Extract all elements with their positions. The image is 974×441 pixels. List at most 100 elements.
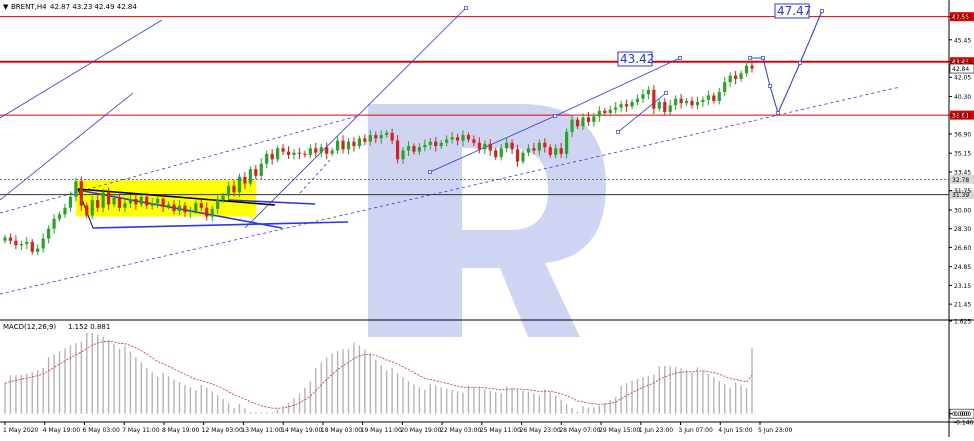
candle-body bbox=[684, 100, 689, 104]
candle-body bbox=[717, 92, 721, 101]
svg-text:42.84: 42.84 bbox=[952, 66, 969, 73]
candle-body bbox=[286, 151, 291, 155]
candle-body bbox=[548, 147, 552, 155]
candle-body bbox=[537, 142, 541, 151]
time-tick-label: 4 Jun 15:00 bbox=[718, 427, 752, 434]
candle-body bbox=[63, 207, 67, 215]
candle-body bbox=[483, 143, 487, 150]
candle-body bbox=[619, 104, 623, 108]
price-label: 42.84 bbox=[949, 63, 974, 74]
trend-anchor bbox=[678, 56, 682, 60]
candle-body bbox=[663, 102, 667, 112]
time-tick-label: 22 May 03:00 bbox=[440, 427, 481, 434]
candle-body bbox=[183, 205, 187, 213]
candle-body bbox=[565, 131, 569, 154]
ohlc-values: 42.87 43.23 42.49 42.84 bbox=[50, 3, 137, 11]
candle-body bbox=[428, 141, 432, 145]
price-tick-label: 38.61 bbox=[954, 113, 971, 120]
macd-tick-label: -0.146 bbox=[954, 420, 974, 427]
candle-body bbox=[226, 185, 231, 196]
time-tick-label: 29 May 15:00 bbox=[599, 427, 640, 434]
candle-body bbox=[581, 117, 585, 127]
candle-body bbox=[412, 146, 416, 152]
candle-body bbox=[379, 135, 383, 139]
candle-body bbox=[570, 119, 574, 132]
candle-body bbox=[156, 198, 160, 204]
candle-body bbox=[112, 197, 116, 205]
price-tick-label: 33.45 bbox=[954, 169, 971, 176]
time-tick-label: 7 May 11:00 bbox=[122, 427, 160, 434]
candle-body bbox=[690, 100, 694, 106]
time-tick-label: 28 May 07:00 bbox=[559, 427, 600, 434]
candle-body bbox=[25, 241, 29, 245]
candle-body bbox=[434, 141, 438, 147]
price-label: 38.61 bbox=[950, 110, 974, 120]
candle-body bbox=[543, 142, 547, 148]
candle-body bbox=[635, 98, 640, 103]
candle-body bbox=[723, 82, 727, 93]
candle-body bbox=[739, 73, 743, 79]
time-tick-label: 4 May 19:00 bbox=[43, 427, 81, 434]
price-tick-label: 47.55 bbox=[954, 14, 971, 21]
price-tick-label: 35.15 bbox=[954, 151, 971, 158]
candle-body bbox=[505, 142, 509, 149]
consolidation-zone bbox=[76, 180, 256, 217]
candle-body bbox=[526, 148, 531, 153]
candle-body bbox=[701, 99, 705, 103]
candle-body bbox=[728, 75, 732, 83]
candle-body bbox=[221, 195, 225, 201]
candle-body bbox=[646, 89, 651, 95]
symbol-label: BRENT,H4 bbox=[11, 3, 47, 11]
candle-body bbox=[194, 203, 198, 212]
price-label: 47.55 bbox=[950, 12, 974, 22]
triangle-top-line bbox=[77, 188, 276, 206]
candle-body bbox=[265, 153, 269, 164]
candle-body bbox=[521, 152, 525, 162]
candle-body bbox=[390, 132, 394, 141]
annotation-47-47: 47.47 bbox=[774, 3, 811, 19]
time-tick-label: 18 May 03:00 bbox=[321, 427, 362, 434]
price-tick-label: 36.90 bbox=[954, 131, 971, 138]
candle-body bbox=[417, 147, 421, 152]
candle-body bbox=[374, 135, 378, 139]
triangle-upper-ext bbox=[227, 199, 316, 205]
candle-body bbox=[494, 150, 498, 158]
time-tick-label: 1 May 2020 bbox=[3, 427, 38, 434]
macd-values: 1.152 0.881 bbox=[68, 323, 110, 331]
candle-body bbox=[281, 148, 285, 152]
candle-body bbox=[57, 214, 62, 219]
candle-body bbox=[232, 185, 236, 193]
candle-body bbox=[368, 135, 372, 142]
time-tick-label: 1 Jun 23:00 bbox=[639, 427, 673, 434]
candle-body bbox=[357, 138, 362, 147]
time-tick-label: 12 May 03:00 bbox=[202, 427, 243, 434]
candle-body bbox=[47, 228, 51, 239]
candle-body bbox=[406, 146, 411, 151]
time-tick-label: 26 May 23:00 bbox=[520, 427, 561, 434]
trend-line bbox=[429, 115, 556, 173]
forecast-point bbox=[761, 56, 765, 60]
svg-text:47.47: 47.47 bbox=[777, 4, 811, 18]
price-label: 32.78 bbox=[950, 174, 974, 184]
candle-body bbox=[608, 109, 612, 114]
candle-body bbox=[276, 148, 280, 160]
forecast-point bbox=[798, 61, 802, 65]
macd-indicator-label: MACD(12,26,9) bbox=[3, 323, 56, 331]
candle-body bbox=[668, 105, 672, 112]
candle-body bbox=[679, 98, 683, 104]
trend-line bbox=[299, 159, 331, 194]
price-tick-label: 43.46 bbox=[954, 59, 971, 66]
svg-text:47.55: 47.55 bbox=[952, 14, 969, 21]
candle-body bbox=[695, 102, 700, 106]
candle-body bbox=[586, 117, 591, 122]
candle-body bbox=[297, 152, 302, 154]
candle-body bbox=[603, 110, 607, 114]
candle-body bbox=[134, 198, 138, 205]
price-tick-label: 26.60 bbox=[954, 245, 971, 252]
price-tick-label: 31.75 bbox=[954, 188, 971, 195]
watermark-logo bbox=[368, 104, 606, 337]
forecast-point bbox=[820, 9, 824, 13]
candle-body bbox=[488, 143, 492, 151]
trend-line bbox=[554, 57, 681, 117]
candle-body bbox=[750, 65, 754, 69]
